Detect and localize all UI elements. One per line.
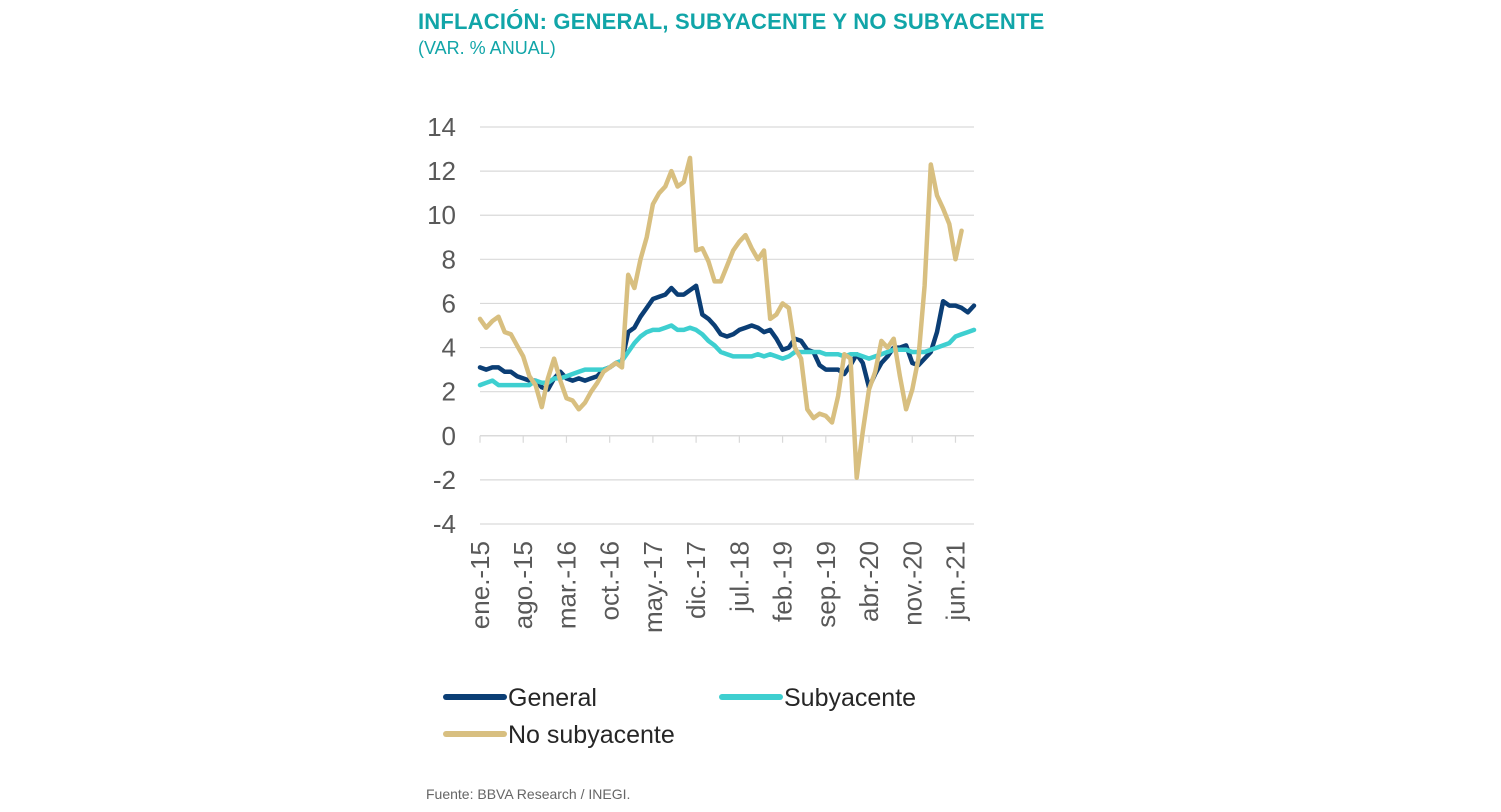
legend-label-subyacente: Subyacente <box>784 684 916 712</box>
series-lines <box>477 155 977 480</box>
y-tick-label: -4 <box>433 509 456 539</box>
y-tick-label: 2 <box>442 377 456 407</box>
gridlines <box>480 126 974 525</box>
y-tick-label: 6 <box>442 288 456 318</box>
chart-subtitle: (VAR. % ANUAL) <box>418 38 556 58</box>
y-tick-label: 12 <box>427 156 456 186</box>
series-line-no-subyacente <box>477 155 964 480</box>
x-tick-label: abr.-20 <box>854 541 884 622</box>
x-tick-label: jun.-21 <box>940 541 970 622</box>
x-tick-label: dic.-17 <box>681 541 711 619</box>
y-tick-label: 4 <box>442 333 456 363</box>
x-tick-label: ago.-15 <box>508 541 538 629</box>
y-tick-label: 10 <box>427 200 456 230</box>
x-tick-label: mar.-16 <box>551 541 581 629</box>
x-tick-label: oct.-16 <box>595 541 625 621</box>
legend: General Subyacente No subyacente <box>443 684 916 749</box>
x-axis: ene.-15 ago.-15 mar.-16 oct.-16 may.-17 dic.-… <box>465 435 974 633</box>
x-tick-label: may.-17 <box>638 541 668 633</box>
y-tick-label: 14 <box>427 112 456 142</box>
chart-title: INFLACIÓN: GENERAL, SUBYACENTE Y NO SUBY… <box>418 9 1045 34</box>
x-tick-label: sep.-19 <box>811 541 841 628</box>
y-tick-label: 8 <box>442 244 456 274</box>
legend-label-no-subyacente: No subyacente <box>508 721 675 749</box>
y-tick-label: 0 <box>442 421 456 451</box>
y-axis-ticks: 14 12 10 8 6 4 2 0 -2 -4 <box>427 112 456 539</box>
x-tick-label: nov.-20 <box>897 541 927 626</box>
legend-label-general: General <box>508 684 597 712</box>
x-tick-label: feb.-19 <box>768 541 798 622</box>
y-tick-label: -2 <box>433 465 456 495</box>
x-tick-label: ene.-15 <box>465 541 495 629</box>
source-note: Fuente: BBVA Research / INEGI. <box>426 786 631 802</box>
series-line-subyacente <box>477 323 977 388</box>
x-tick-label: jul.-18 <box>724 541 754 613</box>
